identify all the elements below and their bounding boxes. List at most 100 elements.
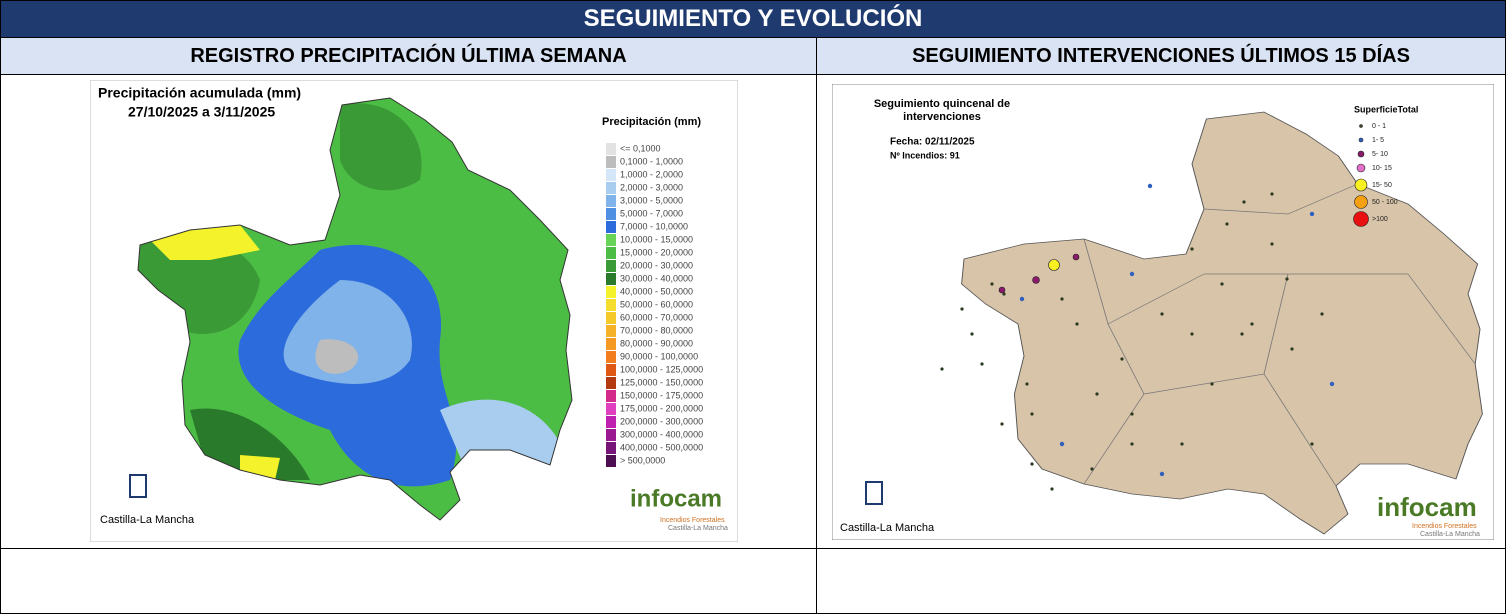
- incident-dot: [1075, 322, 1078, 325]
- incident-dot: [1250, 322, 1253, 325]
- legend-swatch: [606, 312, 616, 324]
- incident-dot: [1190, 332, 1193, 335]
- map-fires: Nº Incendios: 91: [890, 150, 960, 160]
- legend-label: 90,0000 - 100,0000: [620, 351, 698, 361]
- legend-label: 125,0000 - 150,0000: [620, 377, 703, 387]
- incident-dot: [1130, 272, 1134, 276]
- incident-dot: [1310, 212, 1314, 216]
- incident-dot: [1242, 200, 1245, 203]
- cell: [816, 548, 1506, 614]
- legend-label: 7,0000 - 10,0000: [620, 221, 688, 231]
- logo-text: Castilla-La Mancha: [1420, 531, 1480, 538]
- legend-label: 200,0000 - 300,0000: [620, 416, 703, 426]
- incident-dot: [980, 362, 983, 365]
- map-period: 27/10/2025 a 3/11/2025: [128, 104, 275, 120]
- legend-label: 60,0000 - 70,0000: [620, 312, 693, 322]
- incident-dot: [1330, 382, 1334, 386]
- incident-dot: [1049, 260, 1060, 271]
- legend-label: >100: [1372, 216, 1388, 223]
- legend-swatch: [606, 377, 616, 389]
- legend-label: 10- 15: [1372, 165, 1392, 172]
- legend-swatch: [606, 208, 616, 220]
- map-title: Precipitación acumulada (mm): [98, 85, 301, 101]
- legend-label: 300,0000 - 400,0000: [620, 429, 703, 439]
- legend-swatch: [606, 247, 616, 259]
- incident-dot: [970, 332, 973, 335]
- legend-swatch: [606, 221, 616, 233]
- incident-dot: [1285, 277, 1288, 280]
- map-title: Seguimiento quincenal de: [874, 98, 1010, 110]
- legend-label: 5- 10: [1372, 151, 1388, 158]
- incident-dot: [1050, 487, 1053, 490]
- legend-label: 15,0000 - 20,0000: [620, 247, 693, 257]
- incident-dot: [1030, 462, 1033, 465]
- legend-label: 50,0000 - 60,0000: [620, 299, 693, 309]
- map-date: Fecha: 02/11/2025: [890, 137, 975, 148]
- legend-swatch: [606, 234, 616, 246]
- logo-text: Castilla-La Mancha: [668, 525, 728, 532]
- legend-label: 150,0000 - 175,0000: [620, 390, 703, 400]
- incident-dot: [1270, 192, 1273, 195]
- legend-swatch: [606, 403, 616, 415]
- legend-swatch: [606, 390, 616, 402]
- logo-icon: [866, 482, 882, 504]
- incident-dot: [999, 287, 1005, 293]
- column-title: REGISTRO PRECIPITACIÓN ÚLTIMA SEMANA: [0, 38, 817, 75]
- incident-dot: [1130, 442, 1133, 445]
- incident-dot: [1060, 297, 1063, 300]
- incident-dot: [1290, 347, 1293, 350]
- logo-text: Incendios Forestales: [1412, 523, 1477, 530]
- incident-dot: [1210, 382, 1213, 385]
- map-title: intervenciones: [903, 111, 981, 123]
- legend-label: > 500,0000: [620, 455, 665, 465]
- legend-label: 2,0000 - 3,0000: [620, 182, 683, 192]
- legend-swatch: [606, 442, 616, 454]
- legend-label: 1- 5: [1372, 137, 1384, 144]
- incident-dot: [1240, 332, 1243, 335]
- legend-swatch: [606, 195, 616, 207]
- legend-swatch: [606, 325, 616, 337]
- legend-symbol: [1358, 151, 1364, 157]
- incident-dot: [1160, 472, 1164, 476]
- logo-text: Castilla-La Mancha: [100, 514, 195, 526]
- legend-label: <= 0,1000: [620, 143, 661, 153]
- legend-label: 40,0000 - 50,0000: [620, 286, 693, 296]
- legend-swatch: [606, 416, 616, 428]
- incident-dot: [990, 282, 993, 285]
- legend-symbol: [1355, 196, 1368, 209]
- header-title: SEGUIMIENTO Y EVOLUCIÓN: [0, 0, 1506, 38]
- legend-symbol: [1354, 212, 1369, 227]
- legend-swatch: [606, 351, 616, 363]
- legend-swatch: [606, 260, 616, 272]
- incident-dot: [1225, 222, 1228, 225]
- logo-icon: [130, 475, 146, 497]
- incident-dot: [1060, 442, 1064, 446]
- incident-dot: [1033, 277, 1040, 284]
- legend-label: 0 - 1: [1372, 123, 1386, 130]
- legend-label: 400,0000 - 500,0000: [620, 442, 703, 452]
- legend-symbol: [1359, 138, 1363, 142]
- incident-dot: [1020, 297, 1024, 301]
- incident-dot: [1220, 282, 1223, 285]
- incident-dot: [1095, 392, 1098, 395]
- legend-label: 10,0000 - 15,0000: [620, 234, 693, 244]
- legend-swatch: [606, 364, 616, 376]
- precipitation-map: Precipitación acumulada (mm) 27/10/2025 …: [90, 80, 738, 542]
- legend-label: 30,0000 - 40,0000: [620, 273, 693, 283]
- incident-dot: [1130, 412, 1133, 415]
- legend-swatch: [606, 143, 616, 155]
- incident-dot: [1310, 442, 1313, 445]
- legend-swatch: [606, 182, 616, 194]
- legend-label: 80,0000 - 90,0000: [620, 338, 693, 348]
- legend-swatch: [606, 338, 616, 350]
- incident-dot: [1000, 422, 1003, 425]
- legend-label: 50 - 100: [1372, 199, 1398, 206]
- legend-label: 5,0000 - 7,0000: [620, 208, 683, 218]
- incident-dot: [1120, 357, 1123, 360]
- incident-dot: [1148, 184, 1152, 188]
- page: SEGUIMIENTO Y EVOLUCIÓN REGISTRO PRECIPI…: [0, 0, 1506, 614]
- legend-label: 175,0000 - 200,0000: [620, 403, 703, 413]
- incident-dot: [1190, 247, 1193, 250]
- legend-swatch: [606, 169, 616, 181]
- legend-swatch: [606, 286, 616, 298]
